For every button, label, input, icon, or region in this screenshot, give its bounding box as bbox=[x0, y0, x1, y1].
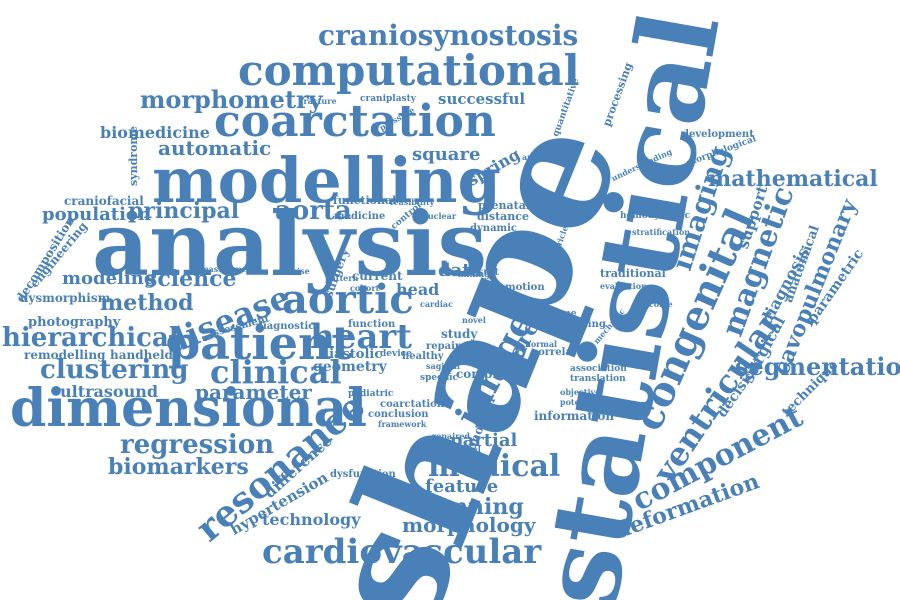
word-modelling: modelling bbox=[152, 144, 501, 217]
word-biomedicine: biomedicine bbox=[100, 123, 210, 142]
word-ultrasound: ultrasound bbox=[60, 382, 159, 401]
word-correlate: correlate bbox=[532, 347, 583, 358]
word-morphometry: morphometry bbox=[140, 85, 323, 114]
word-fracture: fracture bbox=[300, 96, 337, 106]
word-dysfunction: dysfunction bbox=[330, 469, 396, 480]
word-aorta: aorta bbox=[275, 196, 352, 226]
word-craniosynostosis: craniosynostosis bbox=[318, 19, 579, 52]
word-segmentation: segmentation bbox=[735, 352, 900, 381]
word-mathematical: mathematical bbox=[708, 166, 878, 192]
word-objective: objective bbox=[560, 387, 601, 397]
word-population: population bbox=[42, 204, 152, 225]
word-remodelling: remodelling bbox=[24, 348, 106, 362]
word-morphology: morphology bbox=[402, 513, 536, 537]
word-study: study bbox=[441, 327, 478, 341]
word-photography: photography bbox=[28, 315, 121, 330]
word-heart: heart bbox=[310, 317, 412, 357]
word-mining: mining bbox=[458, 269, 490, 279]
word-information: information bbox=[534, 409, 615, 423]
word-motion: motion bbox=[505, 282, 545, 293]
word-analysis: analysis bbox=[92, 192, 488, 296]
word-automatic: automatic bbox=[158, 136, 272, 160]
word-parameter: parameter bbox=[195, 380, 312, 404]
word-dynamic: dynamic bbox=[470, 223, 518, 234]
word-traditional: traditional bbox=[600, 267, 666, 280]
word-technology: technology bbox=[262, 510, 361, 529]
word-handheld: handheld bbox=[110, 348, 173, 362]
word-regression: regression bbox=[120, 430, 275, 460]
word-biomarkers: biomarkers bbox=[108, 454, 249, 480]
word-association: association bbox=[570, 364, 627, 374]
word-coarctation-small: coarctation bbox=[380, 399, 445, 410]
word-method: method bbox=[100, 290, 194, 316]
word-clustering: clustering bbox=[40, 355, 189, 385]
word-potential: potential bbox=[560, 397, 601, 407]
word-translation: translation bbox=[570, 374, 626, 384]
word-aortic: aortic bbox=[282, 276, 414, 323]
word-planning: planning bbox=[556, 319, 606, 330]
word-successful: successful bbox=[438, 90, 526, 108]
word-patient: patient bbox=[168, 316, 353, 370]
word-hemodynamic: hemodynamic bbox=[620, 211, 691, 221]
word-complex: complex bbox=[456, 367, 512, 381]
word-pattern: pattern bbox=[325, 273, 359, 283]
word-syndrome: syndrome bbox=[127, 125, 140, 186]
word-stratification: stratification bbox=[632, 227, 691, 237]
word-result: result bbox=[466, 267, 499, 278]
word-hierarchical: hierarchical bbox=[2, 323, 179, 353]
word-framework: framework bbox=[378, 419, 427, 429]
word-cardiovascular: cardiovascular bbox=[262, 532, 542, 572]
word-head: head bbox=[396, 280, 440, 299]
word-medicine: medicine bbox=[334, 211, 386, 222]
word-scanning: scanning bbox=[412, 494, 524, 520]
word-medical: medical bbox=[428, 449, 561, 484]
word-anatomy: anatomy bbox=[522, 152, 561, 162]
word-device: device bbox=[380, 349, 412, 359]
word-principal: principal bbox=[128, 198, 240, 224]
word-evaluation: evaluation bbox=[600, 281, 647, 291]
word-function: function bbox=[348, 319, 396, 330]
word-conclusion: conclusion bbox=[368, 409, 429, 420]
word-diastolic: diastolic bbox=[320, 347, 383, 362]
word-volume: volume bbox=[540, 309, 577, 319]
word-square: square bbox=[412, 144, 481, 165]
word-distance: distance bbox=[477, 210, 529, 223]
word-coarctation: coarctation bbox=[214, 96, 496, 147]
word-partial: partial bbox=[450, 430, 518, 451]
word-healthy: healthy bbox=[402, 351, 444, 362]
word-feasibility: feasibility bbox=[390, 197, 435, 207]
word-normal: normal bbox=[525, 339, 558, 349]
word-modeling: modeling bbox=[62, 268, 157, 289]
word-science: science bbox=[145, 266, 237, 292]
word-craniplasty: craniplasty bbox=[360, 94, 417, 104]
word-sagittal: sagittal bbox=[426, 361, 460, 371]
word-craniofacial: craniofacial bbox=[64, 194, 144, 208]
word-exercise: exercise bbox=[273, 266, 310, 276]
word-measurement: measurement bbox=[195, 264, 257, 274]
word-dysmorphism: dysmorphism bbox=[20, 291, 111, 305]
word-diagnostic: diagnostic bbox=[256, 321, 315, 332]
word-data: data bbox=[438, 260, 483, 281]
word-feature: feature bbox=[425, 476, 499, 497]
word-specific: specific bbox=[420, 373, 459, 383]
word-clinical: clinical bbox=[210, 353, 342, 391]
word-cardiac: cardiac bbox=[420, 299, 453, 309]
word-pediatric: pediatric bbox=[348, 389, 394, 399]
word-repaired: repaired bbox=[432, 431, 471, 441]
word-development: development bbox=[682, 129, 754, 140]
word-cohort: cohort bbox=[350, 283, 380, 293]
word-pathological: pathological bbox=[425, 444, 481, 454]
word-dimensional: dimensional bbox=[10, 378, 367, 439]
word-current: current bbox=[352, 269, 403, 283]
word-novel: novel bbox=[462, 315, 486, 325]
word-prenatal: prenatal bbox=[478, 199, 530, 212]
word-geometry: geometry bbox=[313, 359, 387, 375]
word-repair: repair bbox=[426, 341, 461, 352]
word-outcome: outcome bbox=[634, 299, 673, 309]
word-functional: functional bbox=[333, 194, 397, 207]
word-nuclear: nuclear bbox=[422, 211, 457, 221]
word-computational: computational bbox=[238, 46, 580, 95]
